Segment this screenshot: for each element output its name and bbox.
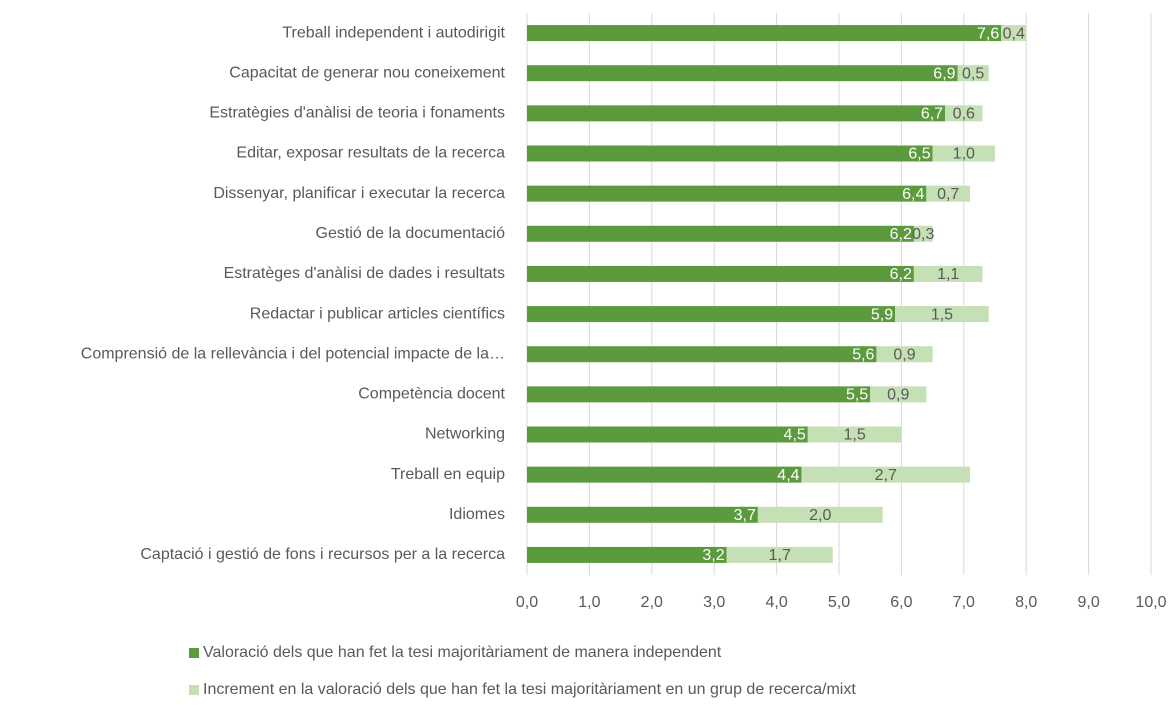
bar-segment (913, 225, 933, 242)
value-label: 5,6 (852, 346, 874, 363)
bar-segment (527, 145, 933, 162)
x-tick-label: 0,0 (516, 594, 538, 611)
x-tick-label: 6,0 (890, 594, 912, 611)
x-tick-label: 9,0 (1077, 594, 1099, 611)
bar-segment (527, 346, 877, 363)
value-label: 4,4 (777, 467, 799, 484)
value-label: 6,5 (908, 146, 930, 163)
bar-segment (957, 65, 989, 82)
value-label: 3,7 (734, 507, 756, 524)
value-label: 6,4 (902, 186, 924, 203)
value-label: 2,0 (809, 507, 831, 524)
value-label: 3,2 (702, 547, 724, 564)
value-label: 0,4 (1003, 25, 1025, 42)
category-label: Redactar i publicar articles científics (250, 305, 505, 322)
category-label: Estratèges d'anàlisi de dades i resultat… (224, 265, 505, 282)
category-label: Gestió de la documentació (316, 225, 506, 242)
value-label: 0,7 (937, 186, 959, 203)
legend-label: Valoració dels que han fet la tesi major… (203, 644, 722, 661)
bar-segment (895, 306, 989, 323)
bar-segment (757, 506, 883, 523)
bar-segment (926, 185, 971, 202)
category-label: Editar, exposar resultats de la recerca (236, 145, 505, 162)
value-label: 0,3 (912, 226, 934, 243)
value-label: 0,9 (893, 346, 915, 363)
value-label: 6,2 (890, 266, 912, 283)
value-label: 7,6 (977, 25, 999, 42)
x-tick-label: 7,0 (953, 594, 975, 611)
x-tick-label: 4,0 (765, 594, 787, 611)
bar-segment (527, 306, 896, 323)
value-label: 5,9 (871, 306, 893, 323)
category-label: Captació i gestió de fons i recursos per… (140, 546, 505, 563)
bar-segment (527, 546, 727, 563)
bar-segment (726, 546, 833, 563)
value-label: 1,5 (931, 306, 953, 323)
bar-segment (527, 185, 927, 202)
category-label: Capacitat de generar nou coneixement (229, 64, 505, 81)
value-label: 1,0 (953, 146, 975, 163)
legend-label: Increment en la valoració dels que han f… (203, 681, 856, 698)
category-label: Estratègies d'anàlisi de teoria i foname… (209, 105, 505, 122)
bar-segment (527, 265, 914, 282)
category-label: Idiomes (449, 506, 505, 523)
bar-segment (527, 225, 914, 242)
x-tick-label: 5,0 (828, 594, 850, 611)
value-label: 0,9 (887, 387, 909, 404)
category-label: Treball en equip (391, 466, 505, 483)
x-tick-label: 2,0 (641, 594, 663, 611)
bar-segment (870, 386, 927, 403)
category-label: Networking (425, 426, 505, 443)
x-tick-label: 10,0 (1135, 594, 1166, 611)
legend-swatch (189, 648, 199, 658)
value-label: 0,5 (962, 65, 984, 82)
bar-segment (876, 346, 933, 363)
value-label: 0,6 (953, 106, 975, 123)
value-label: 5,5 (846, 387, 868, 404)
value-label: 1,7 (769, 547, 791, 564)
value-label: 1,1 (937, 266, 959, 283)
bar-segment (945, 105, 983, 122)
bar-segment (527, 386, 871, 403)
bar-segment (527, 506, 758, 523)
bar-segment (527, 466, 802, 483)
bar-segment (527, 426, 808, 443)
value-label: 1,5 (843, 427, 865, 444)
bar-segment (801, 466, 971, 483)
value-label: 4,5 (784, 427, 806, 444)
x-tick-label: 8,0 (1015, 594, 1037, 611)
bar-segment (932, 145, 995, 162)
category-label: Treball independent i autodirigit (282, 24, 505, 41)
x-tick-label: 3,0 (703, 594, 725, 611)
category-label: Dissenyar, planificar i executar la rece… (213, 185, 505, 202)
value-label: 6,7 (921, 106, 943, 123)
value-label: 6,2 (890, 226, 912, 243)
category-label: Comprensió de la rellevància i del poten… (81, 345, 505, 362)
bar-segment (527, 65, 958, 82)
category-label: Competència docent (358, 386, 505, 403)
bar-segment (527, 105, 946, 122)
bar-segment (1001, 25, 1027, 42)
value-label: 2,7 (875, 467, 897, 484)
bar-segment (527, 25, 1002, 42)
bar-segment (807, 426, 902, 443)
value-label: 6,9 (933, 65, 955, 82)
x-tick-label: 1,0 (578, 594, 600, 611)
legend-swatch (189, 685, 199, 695)
bar-segment (913, 265, 983, 282)
